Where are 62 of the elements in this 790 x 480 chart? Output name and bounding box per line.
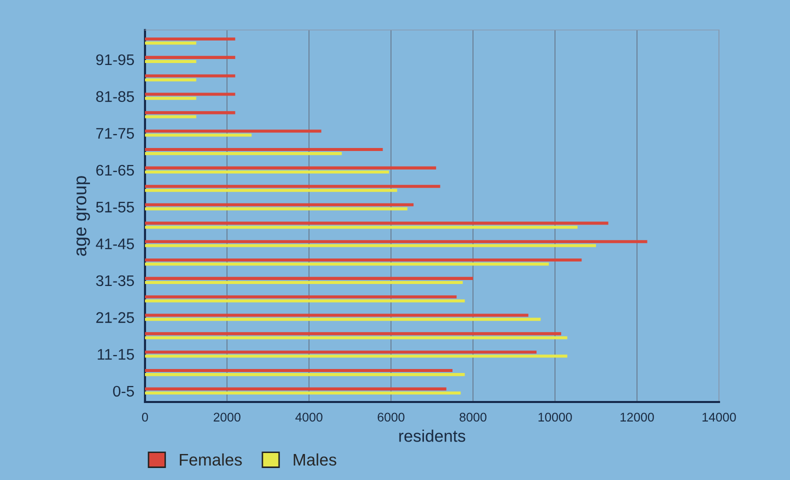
bar — [145, 373, 465, 376]
x-tick-label: 14000 — [702, 412, 736, 422]
y-tick-label: 51-55 — [96, 202, 134, 212]
bar — [145, 38, 236, 41]
bar — [145, 111, 236, 114]
bar — [145, 368, 452, 372]
x-tick-label: 0 — [142, 412, 148, 422]
bar — [145, 314, 528, 317]
y-tick-label: 81-85 — [96, 91, 134, 102]
bar — [145, 332, 562, 336]
bar — [145, 391, 461, 394]
bar — [145, 184, 440, 188]
bar — [145, 276, 473, 280]
bar — [145, 56, 236, 59]
y-tick-label: 11-15 — [98, 349, 134, 360]
x-tick-label: 10000 — [538, 412, 572, 422]
bar — [145, 92, 236, 96]
x-tick-label: 2000 — [214, 412, 240, 422]
bar — [145, 78, 196, 82]
bar — [145, 280, 463, 284]
x-tick-label: 8000 — [460, 412, 486, 422]
bar — [145, 244, 596, 248]
y-axis-title: age group — [76, 176, 90, 256]
bar — [145, 262, 549, 266]
bar — [145, 74, 236, 78]
bar — [145, 354, 568, 358]
bar — [145, 222, 608, 225]
bar — [145, 96, 196, 100]
bar — [145, 258, 582, 262]
y-tick-label: 31-35 — [96, 275, 134, 286]
bar — [145, 226, 578, 229]
legend-label: Females — [180, 453, 242, 466]
y-tick-label: 41-45 — [96, 238, 134, 250]
bar — [145, 130, 322, 133]
y-tick-label: 0-5 — [113, 386, 134, 397]
bar — [145, 170, 389, 174]
bar — [145, 207, 408, 210]
y-tick-label: 91-95 — [96, 54, 134, 66]
y-tick-label: 71-75 — [96, 128, 134, 139]
bar — [145, 188, 398, 192]
bar — [145, 152, 342, 156]
bar — [145, 387, 446, 390]
bar — [145, 166, 436, 170]
bar — [145, 148, 383, 152]
bar — [145, 350, 537, 354]
legend-label: Males — [294, 453, 336, 466]
bar — [145, 60, 196, 64]
bar — [145, 42, 196, 45]
x-axis-title: residents — [399, 430, 466, 442]
bar — [145, 295, 457, 298]
bar — [145, 115, 196, 118]
bar — [145, 299, 465, 302]
bar — [145, 134, 252, 137]
bar — [145, 240, 648, 244]
x-tick-label: 12000 — [620, 412, 654, 422]
x-tick-label: 4000 — [295, 412, 322, 422]
y-tick-label: 61-65 — [96, 164, 134, 176]
bar — [145, 336, 568, 340]
bar — [145, 318, 541, 321]
x-tick-label: 6000 — [378, 412, 404, 422]
y-tick-label: 21-25 — [96, 312, 134, 323]
bar — [145, 203, 414, 206]
